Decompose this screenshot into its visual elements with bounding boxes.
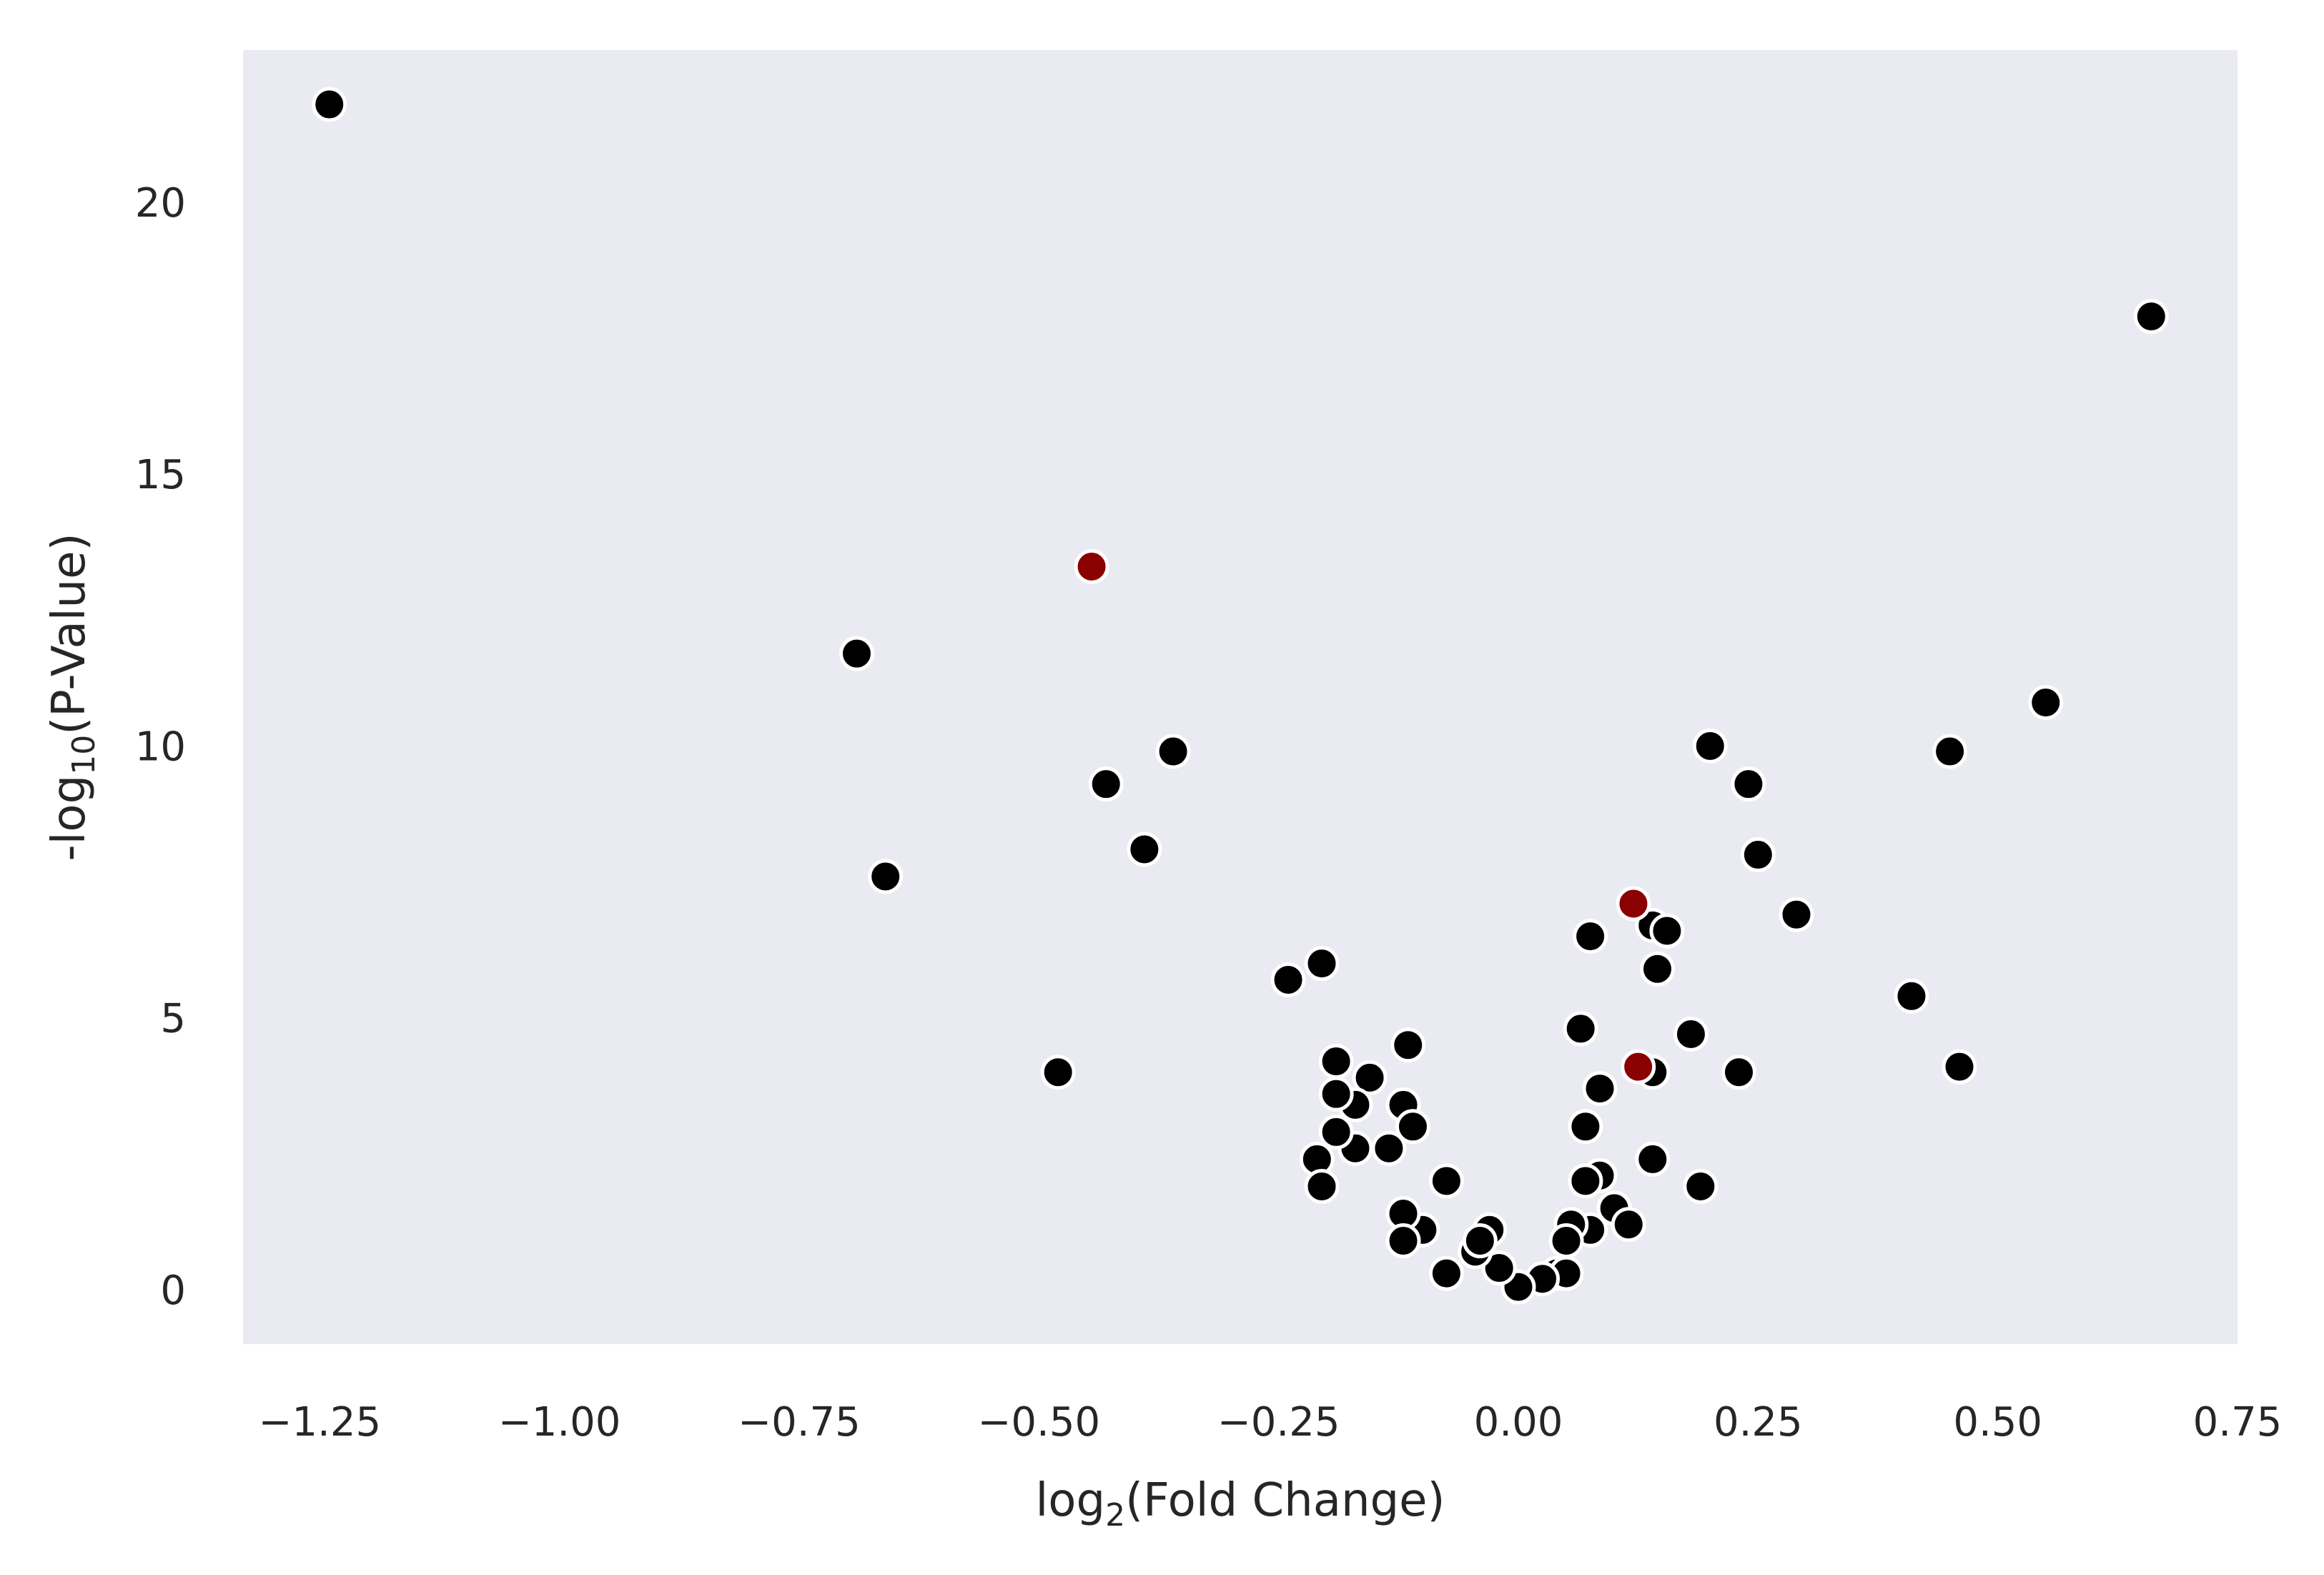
scatter-point [1318,1076,1354,1112]
x-tick-labels: −1.25 −1.00 −0.75 −0.50 −0.25 0.00 0.25 0.50 0.7… [259,1399,2283,1446]
scatter-point [1611,1207,1646,1243]
scatter-point [1563,1011,1598,1047]
scatter-point [2133,299,2169,335]
y-tick-label: 0 [160,1268,186,1314]
x-tick-label: −0.25 [1217,1399,1340,1446]
scatter-point [868,859,904,894]
scatter-point [1568,1163,1603,1199]
scatter-point [1304,1168,1340,1204]
scatter-point [1731,766,1766,802]
scatter-point [1428,1255,1464,1291]
scatter-point [1894,978,1929,1014]
scatter-point [839,636,874,671]
scatter-point [312,87,347,122]
scatter-point [1385,1223,1421,1259]
scatter-point [1481,1250,1517,1286]
scatter-point [1548,1223,1584,1259]
scatter-point [1155,734,1191,769]
scatter-point [1779,897,1814,932]
scatter-point [1088,766,1124,802]
scatter-point [1932,734,1968,769]
scatter-point [1352,1060,1388,1095]
x-tick-label: 0.25 [1714,1399,1803,1446]
scatter-point [1270,962,1306,997]
scatter-point [2028,685,2064,721]
highlighted-point [1616,886,1651,922]
scatter-point [1304,946,1340,982]
x-tick-label: −1.00 [498,1399,621,1446]
scatter-point [1639,951,1675,987]
x-tick-label: 0.00 [1474,1399,1563,1446]
x-tick-label: −0.50 [978,1399,1101,1446]
scatter-point [1395,1109,1430,1145]
scatter-point [1390,1027,1426,1063]
scatter-point [1462,1223,1498,1259]
scatter-point [1635,1141,1671,1177]
scatter-point [1040,1055,1076,1090]
points-layer [312,87,2169,1305]
y-axis-label: -log10(P-Value) [43,533,102,861]
y-tick-label: 15 [135,452,186,498]
plot-background [243,50,2238,1344]
scatter-point [1683,1168,1719,1204]
scatter-point [1428,1163,1464,1199]
scatter-point [1318,1044,1354,1080]
scatter-point [1127,831,1162,867]
scatter-point [1673,1017,1709,1052]
scatter-point [1649,913,1685,949]
scatter-point [1692,728,1728,764]
scatter-point [1740,837,1776,873]
highlighted-point [1621,1049,1656,1085]
y-tick-label: 10 [135,724,186,770]
scatter-point [1721,1055,1756,1090]
highlighted-point [1074,548,1109,584]
x-tick-label: −0.75 [738,1399,861,1446]
x-axis-label: log2(Fold Change) [1036,1474,1445,1534]
y-tick-label: 5 [160,996,186,1042]
scatter-point [1942,1049,1977,1085]
x-tick-label: 0.75 [2193,1399,2283,1446]
scatter-point [1318,1114,1354,1150]
y-tick-labels: 0 5 10 15 20 [135,180,186,1314]
x-tick-label: 0.50 [1953,1399,2042,1446]
x-tick-label: −1.25 [259,1399,382,1446]
scatter-point [1371,1130,1407,1166]
scatter-point [1582,1071,1618,1107]
y-tick-label: 20 [135,180,186,227]
scatter-point [1568,1109,1603,1145]
scatter-point [1573,919,1608,954]
